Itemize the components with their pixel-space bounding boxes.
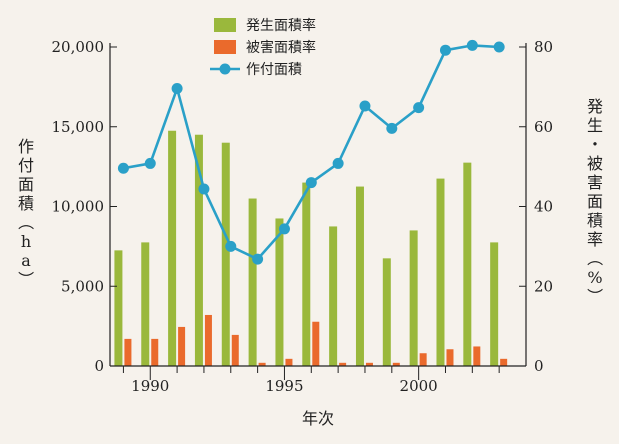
bar-damage-rate	[419, 353, 427, 366]
bar-damage-rate	[339, 362, 347, 366]
legend-swatch	[214, 40, 236, 54]
y-left-axis-label: h	[21, 232, 31, 251]
y-right-axis-label: ・	[587, 135, 603, 154]
bar-damage-rate	[285, 358, 293, 366]
y-left-axis-label: （	[16, 214, 35, 230]
bar-damage-rate	[312, 321, 320, 366]
bar-occurrence-rate	[194, 134, 203, 366]
bar-occurrence-rate	[114, 250, 123, 366]
bar-occurrence-rate	[221, 142, 230, 366]
bar-damage-rate	[446, 349, 454, 366]
left-tick-label: 20,000	[52, 38, 105, 56]
right-tick-label: 80	[534, 38, 553, 56]
y-right-axis-label: 被	[587, 154, 603, 173]
right-tick-label: 40	[534, 198, 553, 216]
right-tick-label: 0	[534, 357, 544, 375]
line-point	[439, 44, 451, 56]
line-series	[117, 39, 505, 265]
y-left-axis-label: ）	[16, 271, 35, 287]
bar-occurrence-rate	[463, 162, 472, 366]
y-left-axis-label: 付	[18, 156, 34, 175]
line-point	[386, 122, 398, 134]
bar-occurrence-rate	[409, 230, 418, 366]
y-right-axis-label: 積	[587, 211, 603, 230]
legend-label: 発生面積率	[246, 17, 316, 34]
bar-damage-rate	[231, 334, 239, 366]
y-right-axis-label: %	[587, 268, 602, 287]
legend-marker	[219, 63, 231, 75]
legend-label: 被害面積率	[246, 39, 316, 56]
y-right-axis-label: 害	[587, 173, 603, 192]
x-tick-label: 1995	[265, 377, 303, 395]
line-point	[305, 177, 317, 189]
right-tick-label: 20	[534, 277, 553, 295]
y-left-axis-label: a	[21, 251, 31, 270]
bar-damage-rate	[178, 326, 186, 366]
bar-occurrence-rate	[355, 186, 364, 366]
y-left-axis-label: 作	[18, 137, 34, 156]
y-right-axis-label: ）	[585, 288, 604, 304]
line-point	[225, 240, 237, 252]
bars	[114, 130, 508, 366]
bar-damage-rate	[392, 362, 400, 366]
line-point	[413, 102, 425, 114]
bar-occurrence-rate	[275, 218, 284, 366]
line-point	[359, 100, 371, 112]
x-axis-label: 年次	[302, 409, 334, 428]
y-right-axis-label: 面	[587, 192, 603, 211]
axis-labels: 作付面積（ha）発生・被害面積率（%）年次	[16, 97, 604, 428]
line-point	[117, 162, 129, 174]
line-point	[171, 82, 183, 94]
axes: 0 5,000 10,000 15,000 20,000 0 20 40 60 80 1990 199…	[52, 38, 554, 395]
bar-occurrence-rate	[329, 226, 338, 366]
bar-occurrence-rate	[382, 258, 391, 366]
bar-damage-rate	[124, 338, 132, 366]
line-point	[252, 253, 264, 265]
x-tick-label: 2000	[400, 377, 438, 395]
legend-swatch	[214, 18, 236, 32]
bar-occurrence-rate	[302, 182, 311, 366]
line-point	[278, 223, 290, 235]
line-point	[144, 157, 156, 169]
y-right-axis-label: 生	[587, 116, 603, 135]
bar-occurrence-rate	[168, 130, 177, 366]
left-tick-label: 10,000	[52, 198, 105, 216]
bar-damage-rate	[204, 314, 212, 366]
x-tick-label: 1990	[131, 377, 169, 395]
line-point	[466, 39, 478, 51]
left-tick-label: 15,000	[52, 118, 105, 136]
bar-damage-rate	[151, 338, 159, 366]
bar-damage-rate	[500, 358, 508, 366]
left-tick-label: 5,000	[61, 277, 104, 295]
bar-damage-rate	[365, 362, 373, 366]
y-right-axis-label: 率	[587, 230, 603, 249]
y-right-axis-label: 発	[587, 97, 603, 116]
bar-damage-rate	[258, 362, 266, 366]
y-right-axis-label: （	[585, 250, 604, 266]
line-point	[493, 41, 505, 53]
line-point	[332, 157, 344, 169]
legend-label: 作付面積	[246, 62, 302, 78]
bar-occurrence-rate	[141, 242, 150, 366]
bar-occurrence-rate	[490, 242, 499, 366]
line-point	[198, 183, 210, 195]
right-tick-label: 60	[534, 118, 553, 136]
bar-occurrence-rate	[436, 178, 445, 366]
bar-damage-rate	[473, 346, 481, 366]
y-left-axis-label: 積	[18, 194, 34, 213]
bar-occurrence-rate	[248, 198, 257, 366]
left-tick-label: 0	[94, 357, 104, 375]
y-left-axis-label: 面	[18, 175, 34, 194]
